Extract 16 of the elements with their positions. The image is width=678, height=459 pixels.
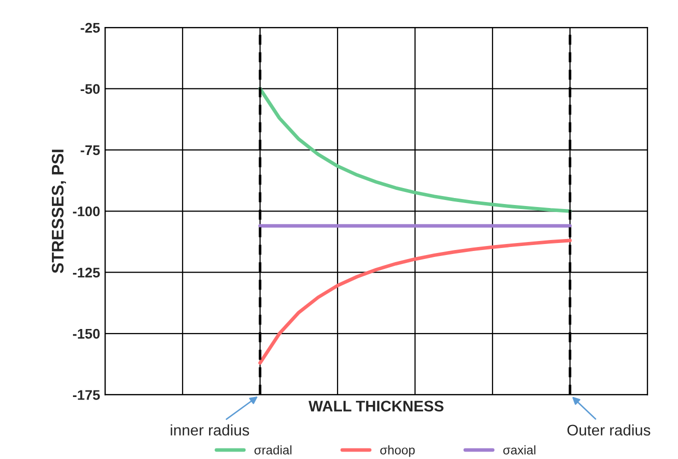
y-tick-label: -150 xyxy=(72,328,100,339)
y-tick-label: -25 xyxy=(80,22,100,33)
y-axis-title: STRESSES, PSI xyxy=(52,150,66,274)
line-series xyxy=(258,87,572,213)
y-tick-label: -50 xyxy=(80,84,100,94)
legend-label: σhoop xyxy=(380,445,415,457)
y-tick-label: -175 xyxy=(72,390,100,400)
y-tick-label: -100 xyxy=(72,206,100,216)
legend-label: σradial xyxy=(254,445,292,454)
y-tick-label: -75 xyxy=(80,145,100,156)
y-tick-label: -125 xyxy=(72,268,100,278)
text: Outer radius xyxy=(567,424,650,436)
legend-label: σaxial xyxy=(503,445,536,454)
x-axis-title: WALL THICKNESS xyxy=(308,400,444,412)
text: inner radius xyxy=(170,424,250,436)
line-series xyxy=(258,238,572,365)
